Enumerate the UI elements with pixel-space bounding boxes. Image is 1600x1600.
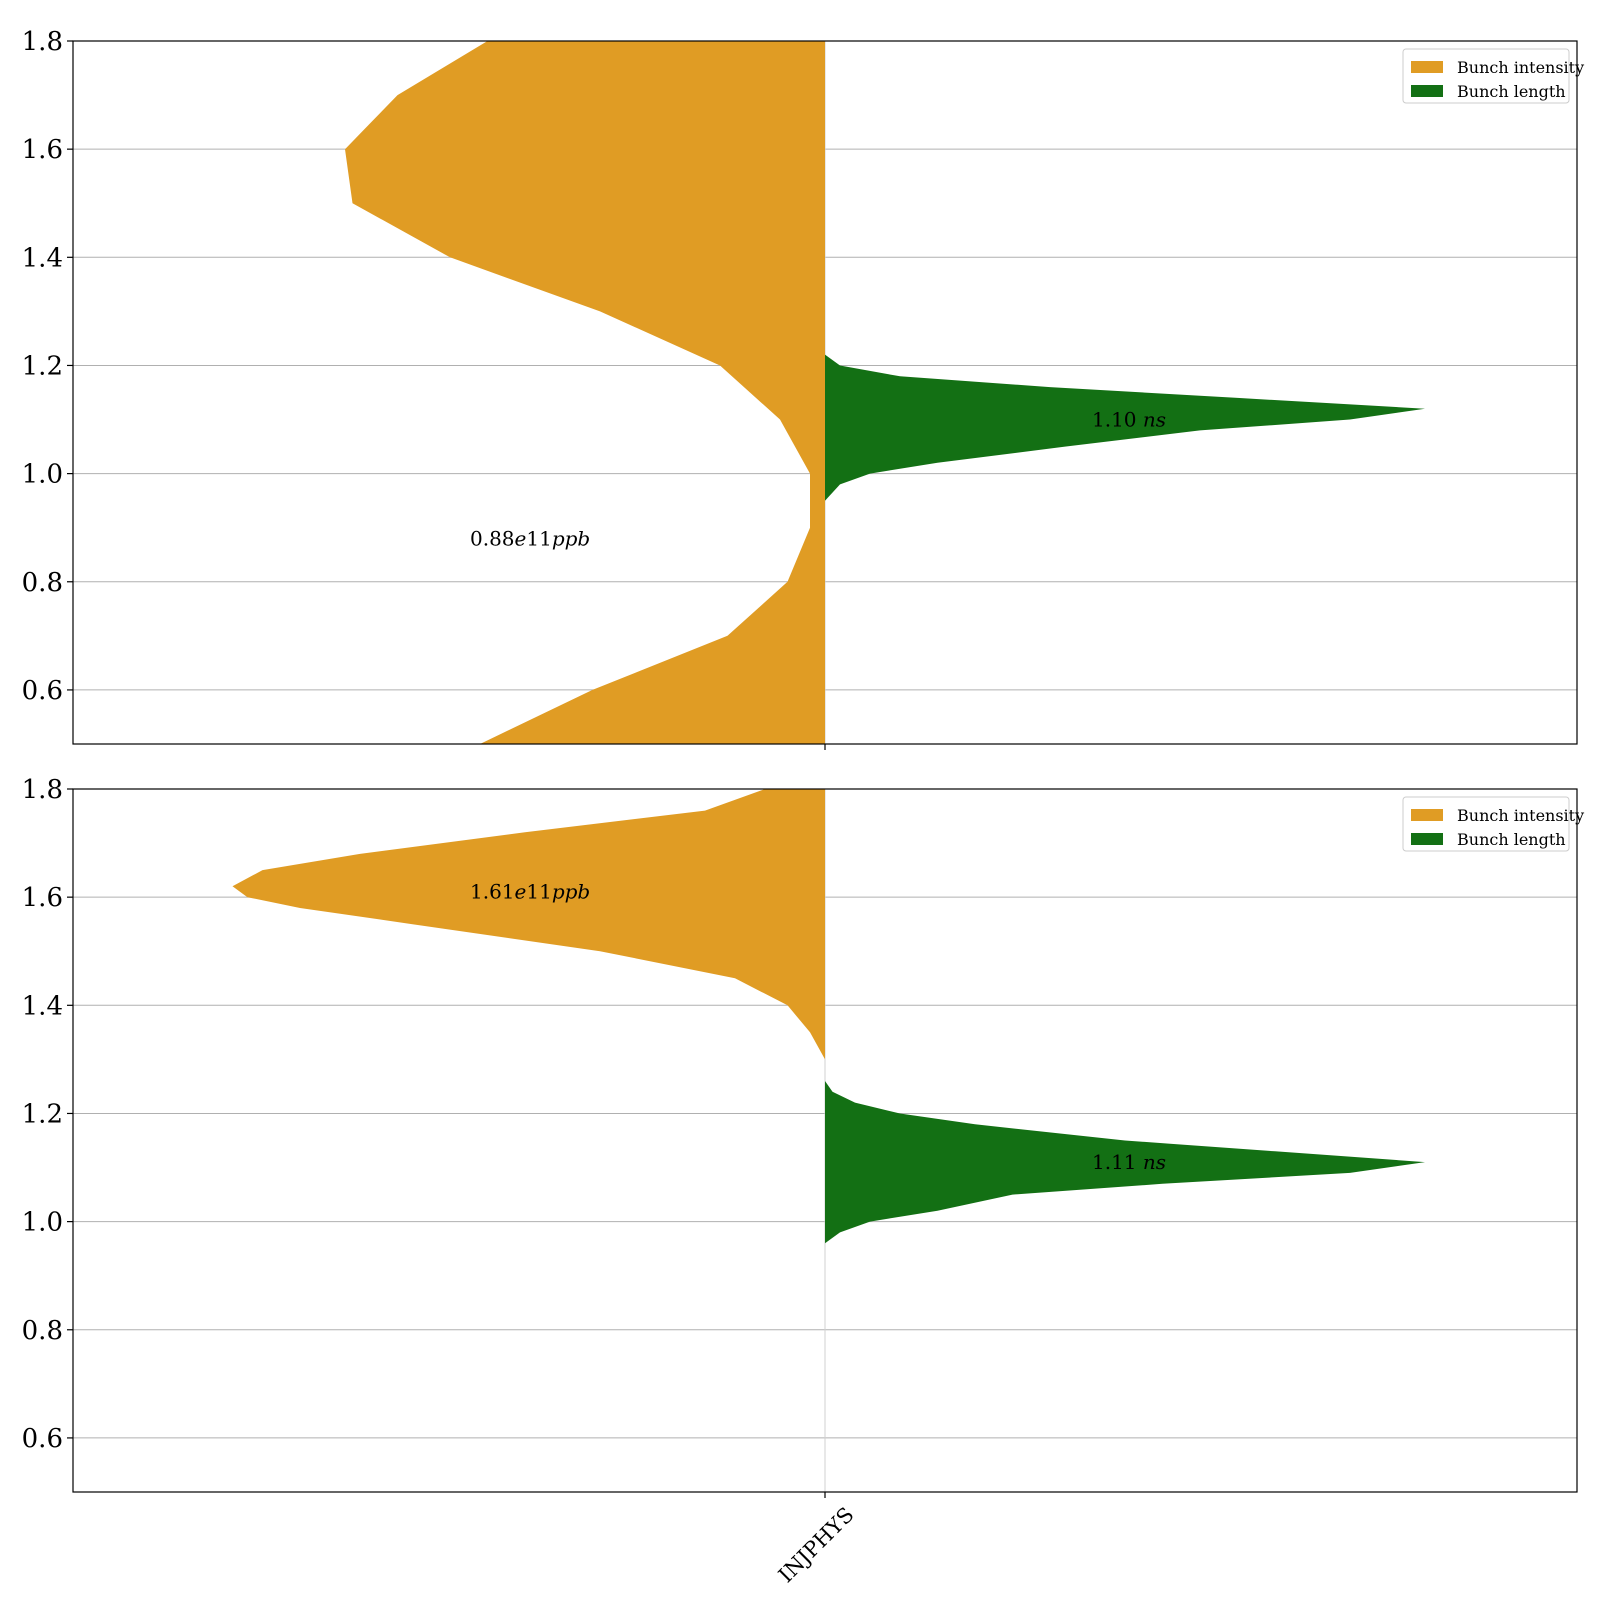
annotation-unit: ppb [552, 527, 590, 551]
y-tick-label: 1.8 [22, 27, 63, 57]
annotation-intensity: 1.61e11ppb [470, 880, 590, 904]
x-tick-label: INJPHYS [774, 1503, 859, 1588]
legend-swatch-length [1411, 833, 1443, 845]
legend-box [1402, 48, 1570, 104]
y-tick-label: 1.0 [22, 1208, 63, 1238]
annotation-value: 0.88 [470, 527, 515, 551]
y-tick-label: 0.8 [22, 1316, 63, 1346]
violin-bunch-intensity [232, 789, 825, 1081]
annotation-length: 1.10 ns [1092, 408, 1166, 432]
panel-1: 0.88e11ppb 1.10 ns 0.6 0.8 1.0 1.2 1.4 1.6 1.8 Bu… [22, 27, 1584, 750]
y-tick-label: 1.0 [22, 460, 63, 490]
annotation-unit: ppb [552, 880, 590, 904]
legend-box [1402, 796, 1570, 852]
legend-label-intensity: Bunch intensity [1457, 58, 1584, 77]
violin-bunch-length [825, 354, 1425, 501]
legend: Bunch intensity Bunch length [1402, 48, 1584, 104]
y-tick-label: 0.6 [22, 1424, 63, 1454]
violin-bunch-intensity [345, 41, 825, 744]
legend-label-length: Bunch length [1457, 82, 1566, 101]
y-tick-label: 1.4 [22, 243, 63, 273]
annotation-exp: e [515, 527, 527, 551]
y-tick-label: 1.6 [22, 135, 63, 165]
legend: Bunch intensity Bunch length [1402, 796, 1584, 852]
panel-2: 1.61e11ppb 1.11 ns 0.6 0.8 1.0 1.2 1.4 1.6 1.8 IN… [22, 775, 1585, 1587]
y-tick-label: 1.8 [22, 775, 63, 805]
y-tick-label: 1.2 [22, 351, 63, 381]
legend-swatch-intensity [1411, 809, 1443, 821]
y-tick-label: 1.4 [22, 991, 63, 1021]
legend-swatch-intensity [1411, 61, 1443, 73]
annotation-num: 11 [526, 527, 551, 551]
violin-bunch-length [825, 1081, 1425, 1244]
annotation-length: 1.11 ns [1092, 1150, 1166, 1174]
y-tick-label: 1.6 [22, 883, 63, 913]
y-tick-label: 0.8 [22, 568, 63, 598]
legend-swatch-length [1411, 85, 1443, 97]
annotation-value: 1.61 [470, 880, 515, 904]
legend-label-intensity: Bunch intensity [1457, 806, 1584, 825]
legend-label-length: Bunch length [1457, 830, 1566, 849]
annotation-value: 1.10 [1092, 408, 1143, 432]
annotation-intensity: 0.88e11ppb [470, 527, 590, 551]
annotation-exp: e [515, 880, 527, 904]
y-tick-label: 1.2 [22, 1099, 63, 1129]
annotation-unit: ns [1143, 408, 1166, 432]
y-tick-label: 0.6 [22, 676, 63, 706]
annotation-unit: ns [1143, 1150, 1166, 1174]
annotation-num: 11 [526, 880, 551, 904]
annotation-value: 1.11 [1092, 1150, 1143, 1174]
